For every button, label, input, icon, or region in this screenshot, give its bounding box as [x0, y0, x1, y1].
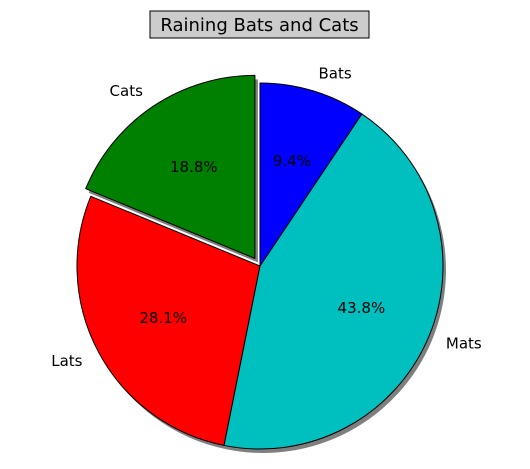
chart-title-box	[149, 10, 370, 39]
pie-pct-label-cats: 18.8%	[170, 158, 218, 176]
pie-category-label-mats: Mats	[446, 334, 482, 352]
pie-pct-label-lats: 28.1%	[139, 309, 187, 327]
pie-category-label-cats: Cats	[110, 82, 144, 100]
pie-slice-mats	[223, 113, 444, 450]
pie-slice-layer	[76, 74, 444, 450]
chart-title-group: Raining Bats and Cats	[149, 10, 370, 39]
pie-slice-bats	[259, 82, 363, 267]
chart-title: Raining Bats and Cats	[160, 15, 358, 36]
pie-pct-label-bats: 9.4%	[273, 152, 311, 170]
pie-pct-label-mats: 43.8%	[338, 299, 386, 317]
pie-slice-cats	[85, 74, 256, 259]
pie-category-label-lats: Lats	[51, 352, 82, 370]
pie-category-label-bats: Bats	[319, 64, 352, 82]
pie-slice-lats	[76, 195, 261, 446]
pie-label-layer: 18.8% Cats 28.1% Lats 43.8% Mats 9.4% Bats	[51, 64, 482, 370]
